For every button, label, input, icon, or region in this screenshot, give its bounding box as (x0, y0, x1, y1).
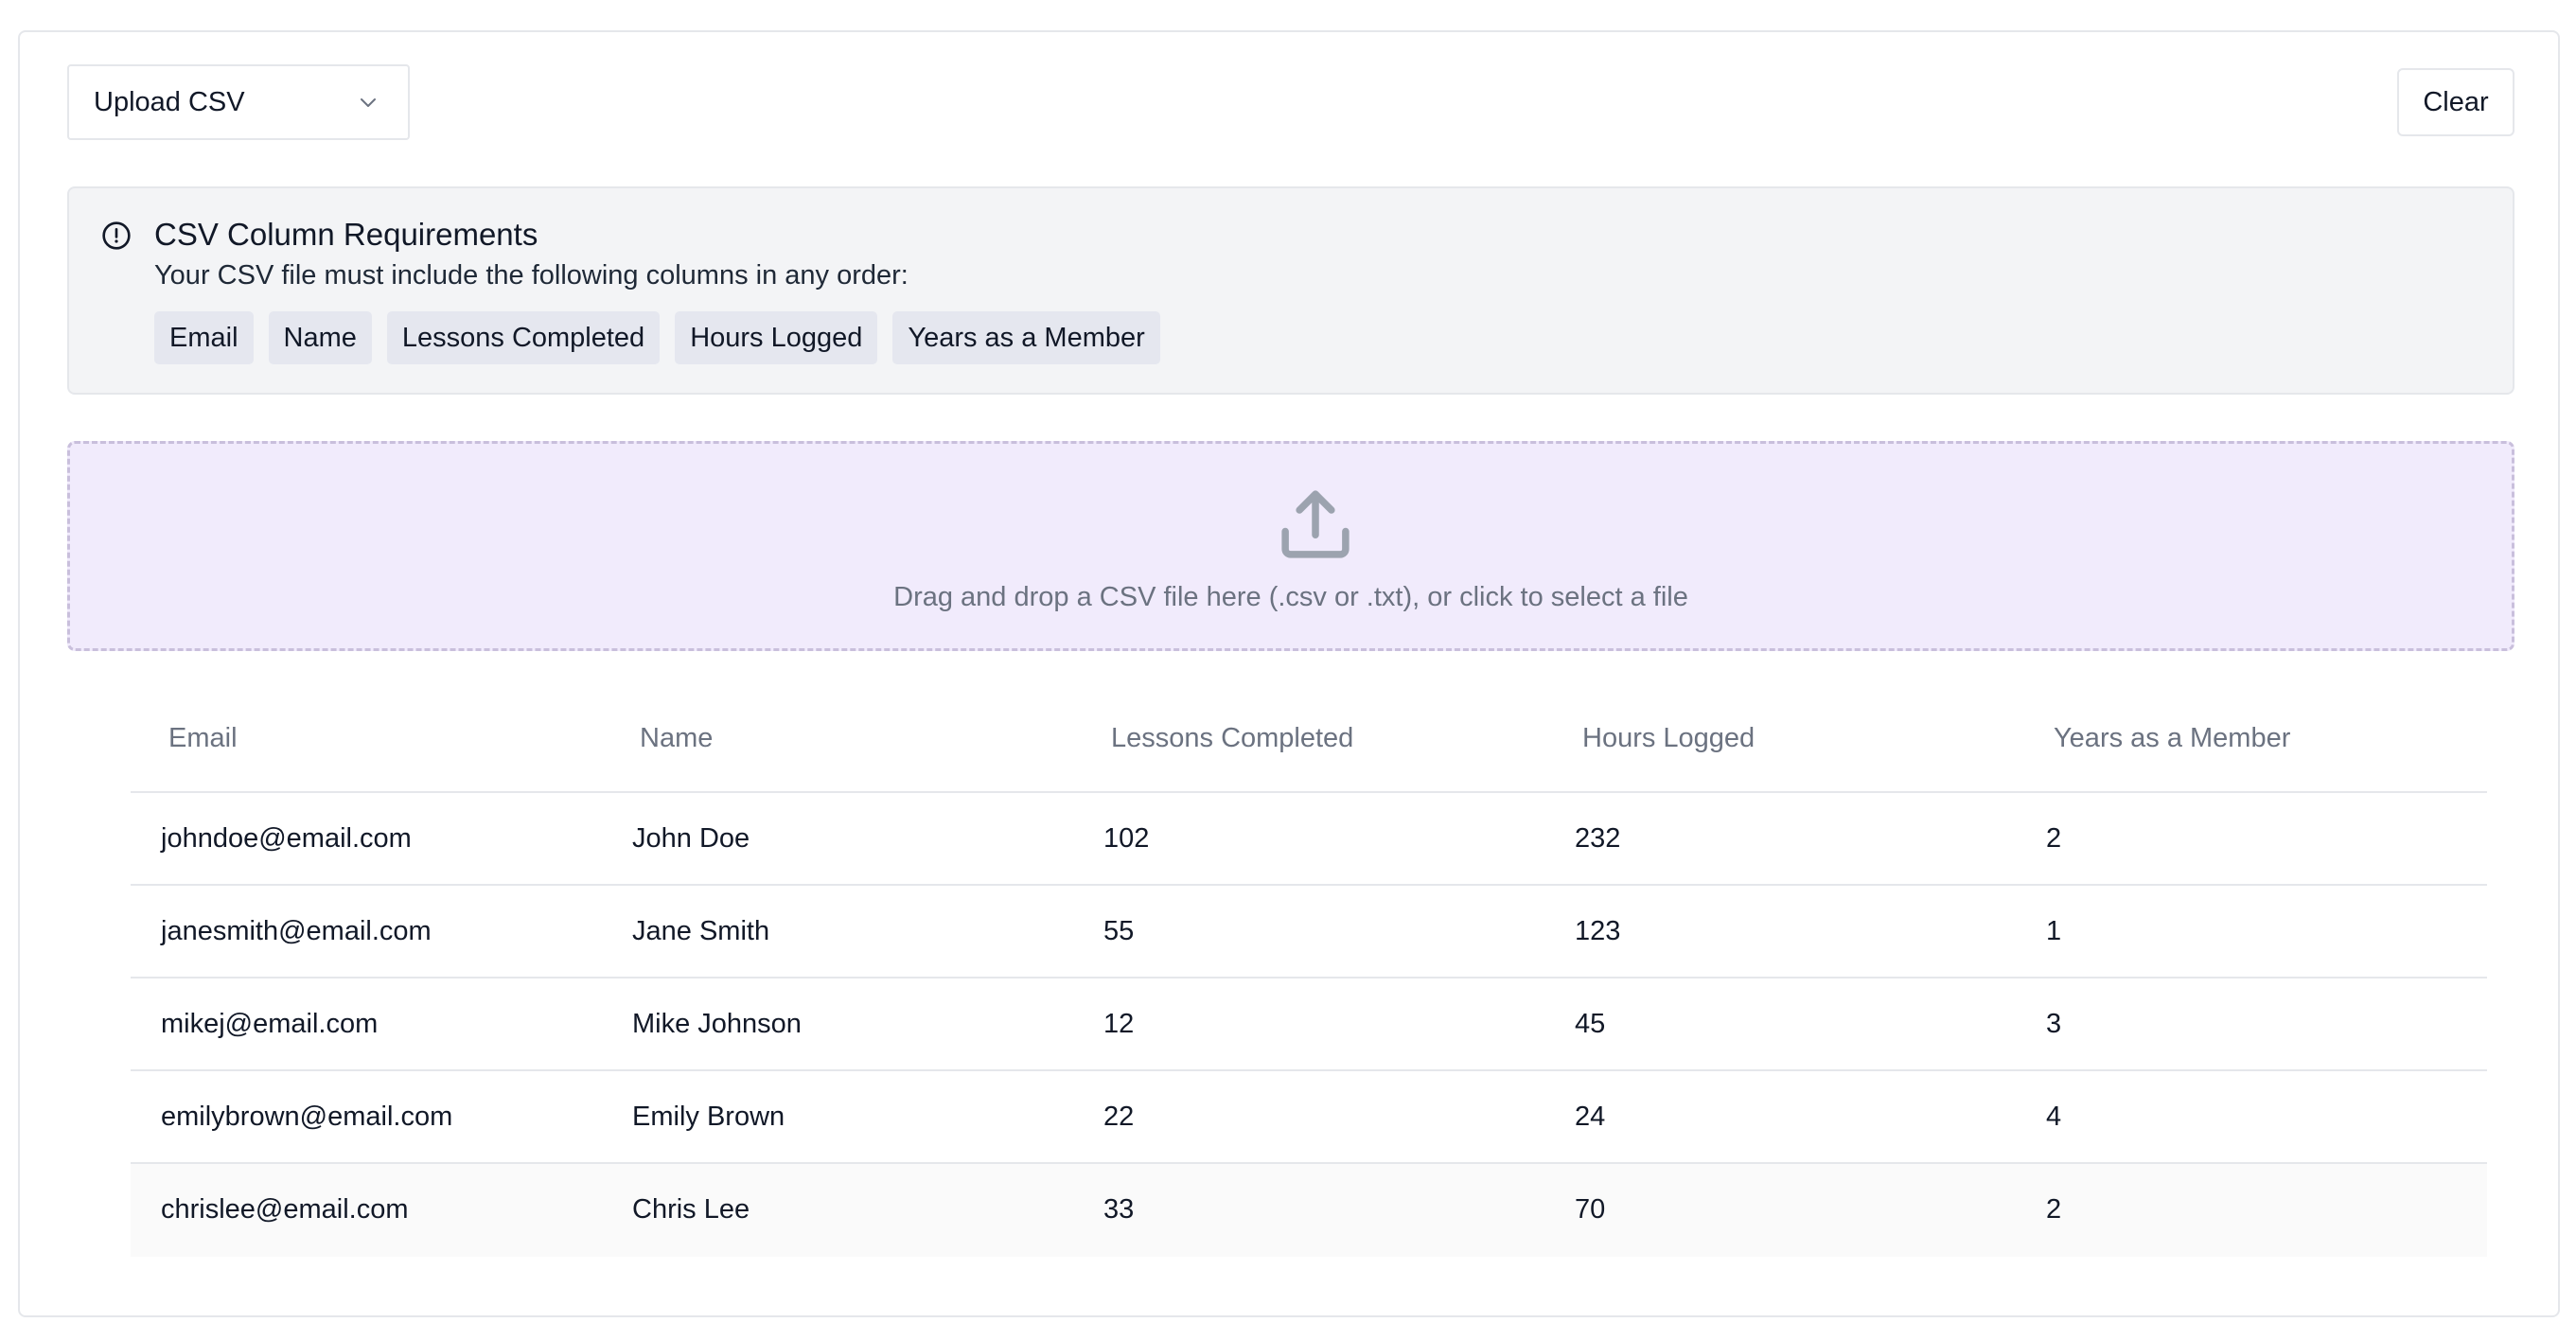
cell-hours-logged: 24 (1575, 1102, 1606, 1132)
cell-name: Emily Brown (632, 1102, 785, 1132)
cell-hours-logged: 45 (1575, 1009, 1606, 1039)
cell-name: Chris Lee (632, 1194, 750, 1225)
table-row: johndoe@email.com John Doe 102 232 2 (131, 793, 2487, 886)
dropzone-instructions: Drag and drop a CSV file here (.csv or .… (893, 582, 1688, 612)
alert-description: Your CSV file must include the following… (154, 260, 909, 291)
cell-email: janesmith@email.com (161, 916, 432, 946)
clear-button[interactable]: Clear (2397, 68, 2514, 136)
toolbar: Upload CSV Clear (67, 64, 2514, 140)
column-chip-hours-logged: Hours Logged (675, 311, 878, 364)
table-row: chrislee@email.com Chris Lee 33 70 2 (131, 1164, 2487, 1257)
cell-hours-logged: 232 (1575, 823, 1621, 854)
upload-mode-select[interactable]: Upload CSV (67, 64, 410, 140)
cell-hours-logged: 123 (1575, 916, 1621, 946)
csv-upload-card: Upload CSV Clear CSV Column Requirements… (18, 30, 2560, 1317)
table-row: emilybrown@email.com Emily Brown 22 24 4 (131, 1071, 2487, 1164)
chevron-down-icon (361, 98, 376, 107)
csv-preview-table: Email Name Lessons Completed Hours Logge… (131, 695, 2487, 1257)
cell-lessons-completed: 102 (1103, 823, 1150, 854)
column-header-hours-logged: Hours Logged (1582, 723, 1756, 753)
cell-email: emilybrown@email.com (161, 1102, 453, 1132)
cell-name: Mike Johnson (632, 1009, 802, 1039)
cell-years-as-member: 1 (2046, 916, 2062, 946)
upload-icon (1281, 490, 1350, 558)
upload-mode-select-value: Upload CSV (94, 86, 245, 117)
table-header: Email Name Lessons Completed Hours Logge… (131, 695, 2487, 793)
cell-years-as-member: 3 (2046, 1009, 2062, 1039)
column-header-name: Name (640, 723, 714, 753)
column-chip-lessons-completed: Lessons Completed (386, 311, 661, 364)
column-header-email: Email (168, 723, 238, 753)
cell-lessons-completed: 12 (1103, 1009, 1135, 1039)
column-chip-email: Email (154, 311, 254, 364)
cell-years-as-member: 2 (2046, 823, 2062, 854)
cell-email: chrislee@email.com (161, 1194, 409, 1225)
csv-dropzone[interactable]: Drag and drop a CSV file here (.csv or .… (67, 441, 2514, 651)
required-columns-list: Email Name Lessons Completed Hours Logge… (154, 311, 1160, 364)
cell-email: johndoe@email.com (161, 823, 412, 854)
column-header-years-as-member: Years as a Member (2054, 723, 2291, 753)
cell-name: John Doe (632, 823, 750, 854)
cell-email: mikej@email.com (161, 1009, 379, 1039)
cell-lessons-completed: 55 (1103, 916, 1135, 946)
cell-lessons-completed: 33 (1103, 1194, 1135, 1225)
table-row: mikej@email.com Mike Johnson 12 45 3 (131, 979, 2487, 1071)
alert-title: CSV Column Requirements (154, 217, 538, 252)
cell-years-as-member: 4 (2046, 1102, 2062, 1132)
cell-hours-logged: 70 (1575, 1194, 1606, 1225)
column-header-lessons-completed: Lessons Completed (1111, 723, 1354, 753)
csv-requirements-alert: CSV Column Requirements Your CSV file mu… (67, 186, 2514, 395)
column-chip-name: Name (268, 311, 372, 364)
cell-name: Jane Smith (632, 916, 770, 946)
table-row: janesmith@email.com Jane Smith 55 123 1 (131, 886, 2487, 979)
column-chip-years-as-member: Years as a Member (892, 311, 1160, 364)
cell-years-as-member: 2 (2046, 1194, 2062, 1225)
info-circle-icon (102, 221, 131, 250)
cell-lessons-completed: 22 (1103, 1102, 1135, 1132)
